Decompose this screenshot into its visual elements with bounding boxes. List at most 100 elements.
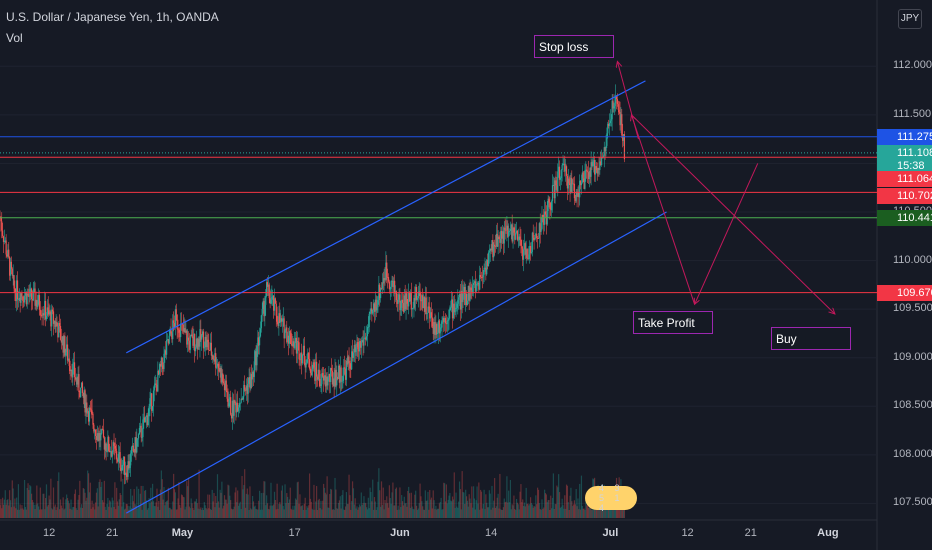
candle-body	[315, 361, 318, 377]
candle-body	[540, 228, 542, 232]
candle-body	[17, 299, 20, 300]
x-tick-label: 12	[42, 527, 56, 539]
volume-bar	[508, 502, 511, 518]
volume-bar	[422, 509, 425, 518]
volume-bar	[94, 502, 97, 518]
candle-body	[365, 337, 367, 340]
earnings-badge[interactable]: 4 3 5 1 4	[585, 483, 637, 513]
volume-bar	[451, 496, 454, 518]
candle-body	[104, 443, 106, 450]
candle-body	[279, 313, 281, 323]
volume-bar	[149, 503, 151, 518]
volume-bar	[501, 509, 504, 518]
volume-bar	[216, 474, 219, 518]
candle-body	[294, 343, 296, 348]
candle-body	[187, 337, 190, 341]
volume-bar	[310, 501, 312, 518]
candle-body	[573, 183, 576, 199]
volume-bar	[89, 482, 91, 518]
volume-bar	[97, 506, 99, 518]
volume-bar	[326, 476, 328, 518]
volume-bar	[343, 509, 345, 518]
stop-loss-label[interactable]: Stop loss	[534, 35, 614, 58]
x-tick-label: 12	[681, 527, 694, 539]
volume-bar	[448, 495, 450, 518]
take-profit-label[interactable]: Take Profit	[633, 311, 713, 334]
candle-body	[457, 299, 459, 304]
volume-bar	[261, 509, 263, 518]
volume-bar	[137, 508, 139, 518]
volume-bar	[42, 493, 44, 518]
candle-body	[26, 293, 28, 305]
candle-body	[550, 209, 552, 211]
candle-body	[350, 368, 352, 370]
candle-body	[459, 293, 462, 310]
candle-body	[491, 240, 493, 251]
volume-bar	[17, 484, 20, 518]
volume-bar	[473, 498, 476, 518]
volume-bar	[264, 481, 266, 518]
volume-bar	[544, 489, 546, 518]
volume-bar	[391, 492, 393, 518]
volume-bar	[315, 501, 317, 518]
volume-bar	[230, 500, 232, 518]
candle-body	[84, 390, 86, 413]
candle-body	[454, 309, 456, 313]
x-tick-label: 21	[744, 527, 757, 539]
volume-bar	[282, 505, 284, 518]
candle-body	[86, 402, 88, 414]
volume-bar	[80, 507, 82, 518]
candle-body	[434, 322, 436, 335]
candle-body	[353, 344, 355, 353]
candle-body	[416, 298, 419, 300]
symbol-title[interactable]: U.S. Dollar / Japanese Yen, 1h, OANDA	[6, 10, 219, 24]
candle-body	[261, 309, 263, 316]
currency-button[interactable]: JPY	[898, 9, 922, 29]
candle-body	[440, 327, 442, 329]
candle-body	[482, 274, 484, 278]
candle-body	[183, 328, 185, 332]
candle-body	[487, 259, 489, 266]
volume-bar	[574, 504, 576, 518]
candle-body	[0, 217, 2, 222]
volume-bar	[112, 500, 114, 518]
volume-bar	[323, 487, 326, 518]
candle-body	[76, 377, 78, 385]
volume-bar	[14, 498, 16, 518]
y-tick-label: 110.000	[893, 253, 932, 266]
candle-body	[214, 353, 216, 362]
candle-body	[37, 304, 39, 308]
volume-bar	[345, 492, 348, 518]
volume-bar	[236, 502, 238, 518]
candle-body	[96, 433, 98, 440]
volume-bar	[144, 489, 147, 518]
candle-body	[52, 309, 54, 312]
candle-body	[552, 184, 554, 186]
candle-body	[567, 178, 569, 189]
volume-bar	[91, 500, 93, 518]
buy-label[interactable]: Buy	[771, 327, 851, 350]
volume-bar	[99, 479, 101, 518]
candle-body	[252, 371, 255, 377]
volume-bar	[313, 484, 315, 518]
candle-body	[273, 295, 275, 311]
volume-bar	[403, 496, 405, 518]
volume-bar	[214, 507, 216, 518]
volume-indicator-label[interactable]: Vol	[6, 31, 23, 45]
volume-bar	[198, 469, 200, 518]
candle-body	[432, 326, 434, 334]
candle-body	[421, 295, 423, 302]
candle-body	[153, 385, 155, 391]
volume-bar	[135, 505, 137, 518]
volume-bar	[377, 481, 379, 518]
volume-bar	[423, 509, 426, 518]
candle-body	[532, 232, 534, 238]
candle-body	[295, 337, 298, 354]
candle-body	[515, 230, 518, 234]
volume-bar	[523, 502, 526, 518]
candle-body	[601, 157, 603, 166]
candle-body	[576, 191, 578, 197]
volume-bar	[34, 509, 36, 518]
volume-bar	[401, 501, 404, 518]
